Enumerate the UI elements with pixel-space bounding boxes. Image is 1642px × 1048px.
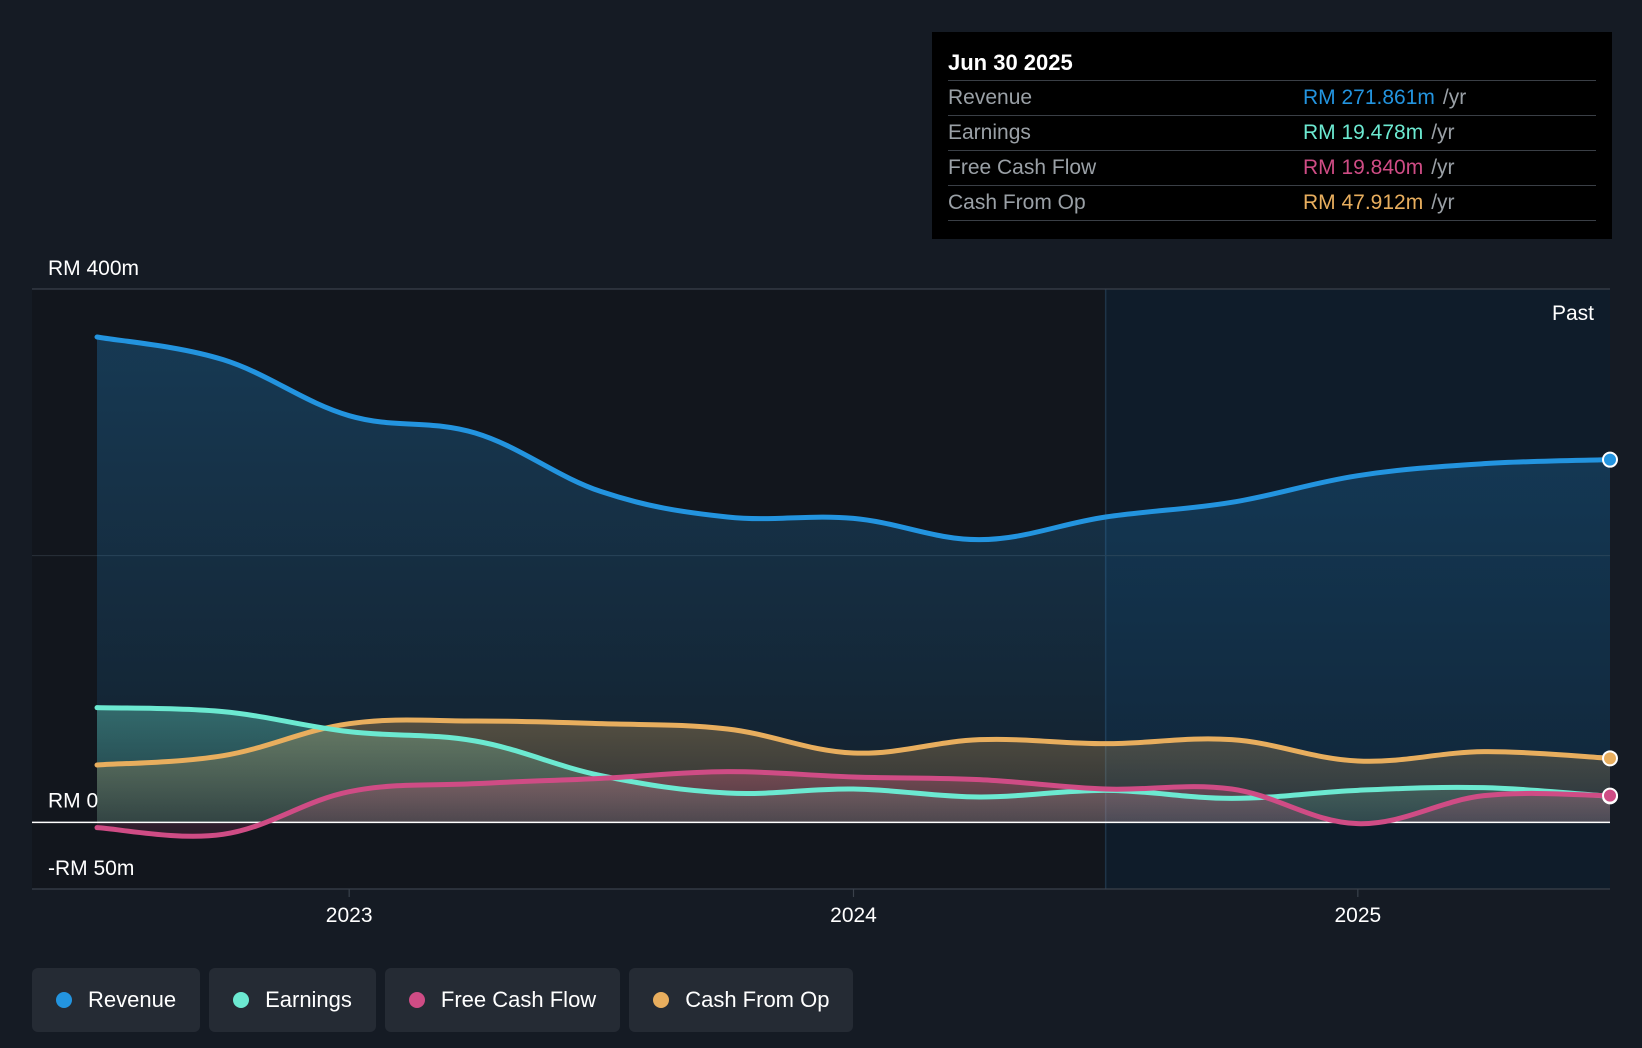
legend-label: Free Cash Flow bbox=[440, 987, 597, 1012]
tooltip-row-free-cash-flow: Free Cash Flow RM 19.840m /yr bbox=[948, 150, 1596, 185]
tooltip-value: RM 19.840m bbox=[1303, 156, 1424, 179]
legend-item-free-cash-flow[interactable]: Free Cash Flow bbox=[384, 968, 621, 1032]
tooltip-row-revenue: Revenue RM 271.861m /yr bbox=[948, 80, 1596, 115]
legend-item-earnings[interactable]: Earnings bbox=[209, 968, 376, 1032]
x-tick-label: 2024 bbox=[830, 904, 877, 927]
legend-label: Cash From Op bbox=[685, 987, 830, 1012]
tooltip-unit: /yr bbox=[1442, 86, 1467, 109]
series-areas bbox=[97, 337, 1610, 837]
area-revenue bbox=[97, 337, 1610, 823]
endpoint-cash-from-op bbox=[1602, 750, 1618, 767]
legend-dot-icon bbox=[408, 992, 425, 1008]
tooltip: Jun 30 2025 Revenue RM 271.861m /yr Earn… bbox=[932, 32, 1612, 239]
endpoint-revenue bbox=[1602, 451, 1618, 468]
axes: RM 400m RM 0 -RM 50m 2023 2024 2025 bbox=[48, 257, 1381, 927]
legend-dot-icon bbox=[56, 992, 72, 1008]
legend-label: Earnings bbox=[265, 987, 352, 1012]
tooltip-value: RM 271.861m bbox=[1303, 86, 1435, 109]
tooltip-label: Free Cash Flow bbox=[948, 156, 1097, 179]
tooltip-label: Earnings bbox=[948, 121, 1031, 144]
tooltip-date: Jun 30 2025 bbox=[948, 50, 1073, 75]
line-revenue bbox=[94, 334, 1613, 543]
tooltip-row-earnings: Earnings RM 19.478m /yr bbox=[948, 115, 1596, 150]
legend-item-cash-from-op[interactable]: Cash From Op bbox=[629, 968, 854, 1032]
tooltip-value: RM 47.912m bbox=[1303, 191, 1424, 214]
tooltip-unit: /yr bbox=[1431, 191, 1455, 214]
legend-dot-icon bbox=[653, 992, 670, 1008]
legend: Revenue Earnings Free Cash Flow Cash Fro… bbox=[32, 968, 854, 1032]
line-free-cash-flow bbox=[94, 769, 1613, 839]
legend-label: Revenue bbox=[88, 987, 177, 1012]
past-label: Past bbox=[1552, 302, 1594, 325]
legend-dot-icon bbox=[233, 992, 250, 1008]
y-tick-label: RM 0 bbox=[48, 789, 98, 812]
endpoint-free-cash-flow bbox=[1602, 787, 1618, 804]
y-tick-label: -RM 50m bbox=[48, 857, 134, 880]
tooltip-value: RM 19.478m bbox=[1303, 121, 1424, 144]
tooltip-label: Cash From Op bbox=[948, 191, 1086, 214]
tooltip-label: Revenue bbox=[948, 86, 1033, 109]
series-lines bbox=[32, 334, 1618, 839]
tooltip-row-cash-from-op: Cash From Op RM 47.912m /yr bbox=[948, 185, 1596, 221]
tooltip-unit: /yr bbox=[1431, 121, 1455, 144]
tooltip-unit: /yr bbox=[1431, 156, 1455, 179]
line-earnings bbox=[94, 705, 1613, 801]
legend-item-revenue[interactable]: Revenue bbox=[32, 968, 201, 1032]
x-tick-label: 2023 bbox=[326, 904, 373, 927]
line-cash-from-op bbox=[94, 717, 1613, 768]
y-tick-label: RM 400m bbox=[48, 257, 139, 280]
x-tick-label: 2025 bbox=[1334, 904, 1381, 927]
